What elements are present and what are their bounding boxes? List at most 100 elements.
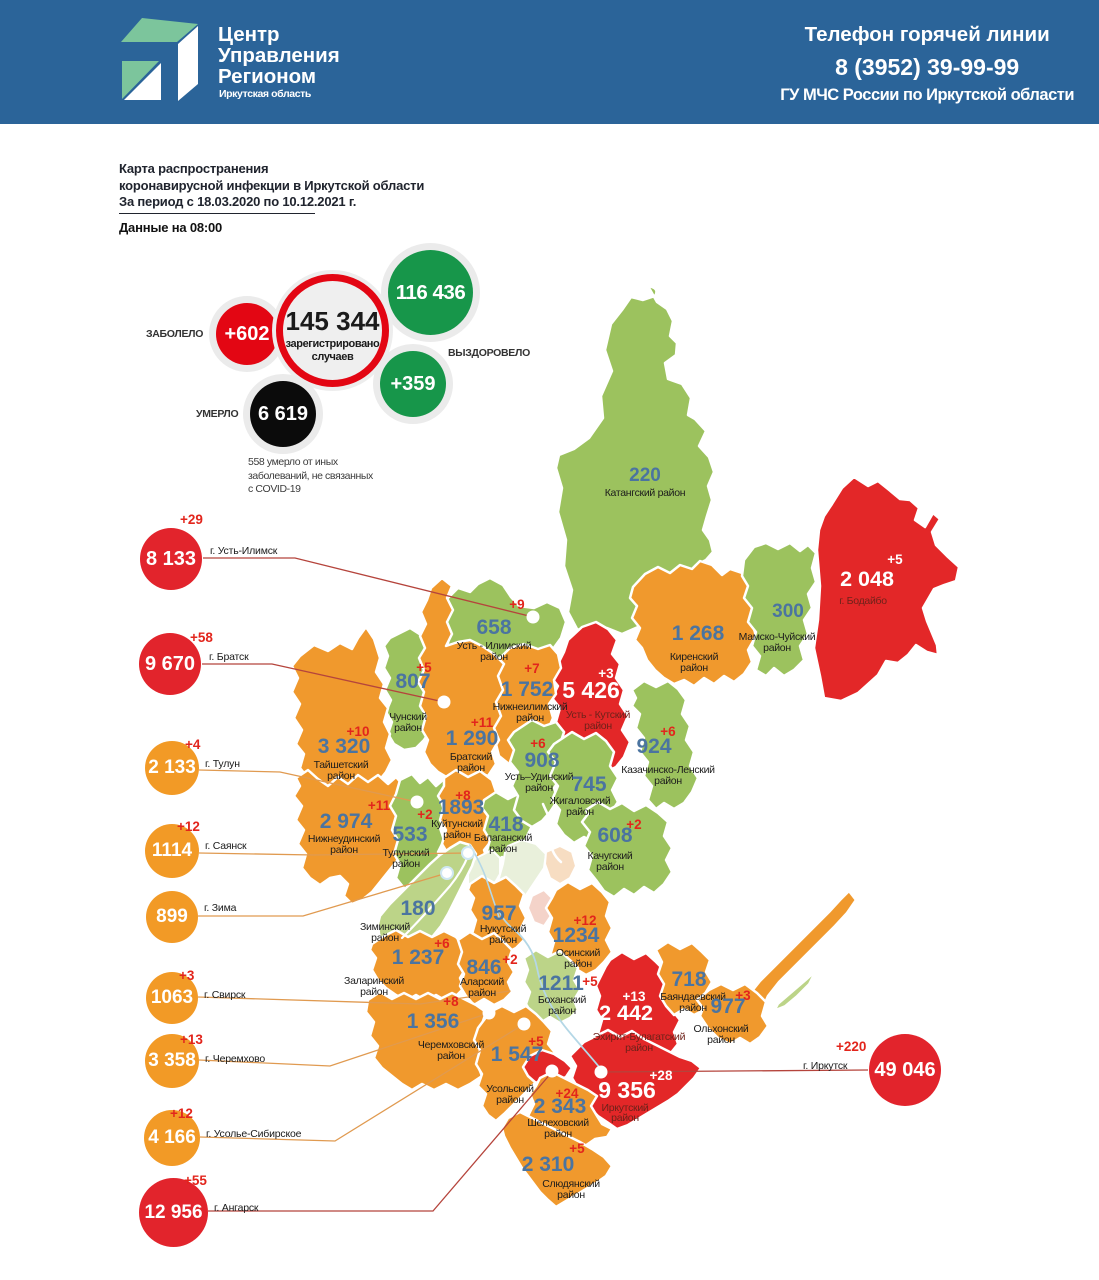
svg-text:Шелеховский: Шелеховский: [527, 1117, 589, 1129]
svg-text:+6: +6: [660, 724, 676, 739]
svg-text:+8: +8: [455, 788, 471, 803]
svg-text:район: район: [611, 1112, 639, 1124]
svg-text:район: район: [548, 1005, 576, 1017]
svg-text:+6: +6: [530, 736, 546, 751]
svg-text:район: район: [371, 932, 399, 944]
svg-text:+5: +5: [528, 1034, 544, 1049]
svg-text:район: район: [679, 1002, 707, 1014]
svg-text:район: район: [392, 858, 420, 870]
svg-text:район: район: [394, 722, 422, 734]
svg-text:2 442: 2 442: [599, 1001, 653, 1025]
svg-text:+11: +11: [471, 715, 494, 730]
svg-text:Жигаловский: Жигаловский: [550, 795, 611, 807]
svg-text:658: 658: [476, 616, 511, 639]
svg-text:район: район: [437, 1050, 465, 1062]
svg-text:2 048: 2 048: [840, 567, 894, 591]
svg-text:район: район: [360, 986, 388, 998]
svg-text:+5: +5: [569, 1141, 585, 1156]
svg-text:908: 908: [524, 749, 559, 772]
svg-text:Усть–Удинский: Усть–Удинский: [505, 771, 574, 783]
svg-text:+2: +2: [417, 807, 432, 822]
svg-text:300: 300: [772, 601, 804, 622]
svg-text:+10: +10: [347, 724, 370, 739]
svg-text:Киренский: Киренский: [670, 651, 719, 663]
svg-text:район: район: [625, 1042, 653, 1054]
svg-text:Усть - Кутский: Усть - Кутский: [566, 709, 631, 721]
svg-text:Черемховский: Черемховский: [418, 1039, 485, 1051]
svg-text:район: район: [564, 958, 592, 970]
svg-text:район: район: [566, 806, 594, 818]
svg-text:Эхирит-Булагатский: Эхирит-Булагатский: [593, 1031, 686, 1043]
svg-text:+6: +6: [434, 936, 450, 951]
svg-text:+8: +8: [443, 994, 459, 1009]
svg-text:Нижнеудинский: Нижнеудинский: [308, 833, 381, 845]
svg-text:район: район: [525, 782, 553, 794]
svg-text:Куйтунский: Куйтунский: [431, 818, 483, 830]
svg-text:район: район: [480, 651, 508, 663]
svg-text:район: район: [489, 843, 517, 855]
svg-text:район: район: [544, 1128, 572, 1140]
svg-text:+5: +5: [416, 660, 432, 675]
svg-text:+5: +5: [582, 974, 598, 989]
svg-text:район: район: [680, 662, 708, 674]
svg-text:Заларинский: Заларинский: [344, 975, 404, 987]
svg-text:район: район: [557, 1189, 585, 1201]
svg-text:957: 957: [481, 902, 516, 925]
svg-text:Слюдянский: Слюдянский: [542, 1178, 600, 1190]
svg-text:+24: +24: [556, 1086, 579, 1101]
svg-text:+9: +9: [509, 597, 524, 612]
svg-text:924: 924: [636, 735, 671, 758]
svg-text:718: 718: [671, 968, 706, 991]
svg-text:Катангский район: Катангский район: [605, 487, 686, 499]
svg-text:Иркутский: Иркутский: [602, 1102, 649, 1114]
svg-text:977: 977: [710, 995, 745, 1018]
svg-text:Казачинско-Ленский: Казачинско-Ленский: [621, 764, 715, 776]
svg-text:район: район: [457, 762, 485, 774]
svg-text:район: район: [707, 1034, 735, 1046]
svg-text:1234: 1234: [553, 924, 600, 947]
svg-text:1211: 1211: [538, 972, 584, 995]
svg-text:2 343: 2 343: [534, 1095, 587, 1118]
svg-text:Осинский: Осинский: [556, 947, 601, 959]
svg-text:846: 846: [466, 956, 501, 979]
svg-text:Зиминский: Зиминский: [360, 921, 410, 933]
svg-text:район: район: [327, 770, 355, 782]
svg-text:608: 608: [597, 824, 632, 847]
svg-text:Нижнеилимский: Нижнеилимский: [493, 701, 568, 713]
svg-text:Тайшетский: Тайшетский: [314, 759, 369, 771]
svg-text:район: район: [468, 987, 496, 999]
svg-text:220: 220: [629, 465, 661, 486]
svg-text:Нукутский: Нукутский: [480, 923, 527, 935]
svg-text:1 356: 1 356: [407, 1010, 460, 1033]
svg-text:+28: +28: [650, 1068, 673, 1083]
svg-text:5 426: 5 426: [562, 677, 620, 703]
svg-text:Боханский: Боханский: [538, 994, 587, 1006]
svg-text:745: 745: [571, 773, 606, 796]
svg-text:Ольхонский: Ольхонский: [694, 1023, 749, 1035]
svg-text:180: 180: [400, 897, 435, 920]
svg-text:1 547: 1 547: [491, 1043, 544, 1066]
svg-text:807: 807: [395, 670, 430, 693]
svg-text:1 237: 1 237: [392, 946, 445, 969]
svg-text:+12: +12: [574, 913, 597, 928]
svg-text:1 290: 1 290: [446, 727, 499, 750]
svg-text:533: 533: [392, 823, 427, 846]
svg-text:Мамско-Чуйский: Мамско-Чуйский: [739, 631, 816, 643]
svg-text:+2: +2: [502, 952, 517, 967]
svg-text:+5: +5: [887, 552, 903, 567]
svg-text:район: район: [596, 861, 624, 873]
svg-text:Чунский: Чунский: [389, 711, 427, 723]
svg-text:район: район: [584, 720, 612, 732]
svg-text:418: 418: [488, 813, 523, 836]
svg-text:район: район: [496, 1094, 524, 1106]
svg-text:г. Бодайбо: г. Бодайбо: [839, 595, 887, 607]
svg-text:район: район: [654, 775, 682, 787]
svg-text:1 268: 1 268: [672, 622, 725, 645]
svg-text:Братский: Братский: [450, 751, 493, 763]
svg-text:3 320: 3 320: [318, 735, 371, 758]
svg-text:+3: +3: [598, 666, 614, 681]
svg-text:1893: 1893: [438, 796, 485, 819]
svg-text:Тулунский: Тулунский: [383, 847, 430, 859]
svg-text:+2: +2: [626, 817, 641, 832]
svg-text:Аларский: Аларский: [460, 976, 504, 988]
